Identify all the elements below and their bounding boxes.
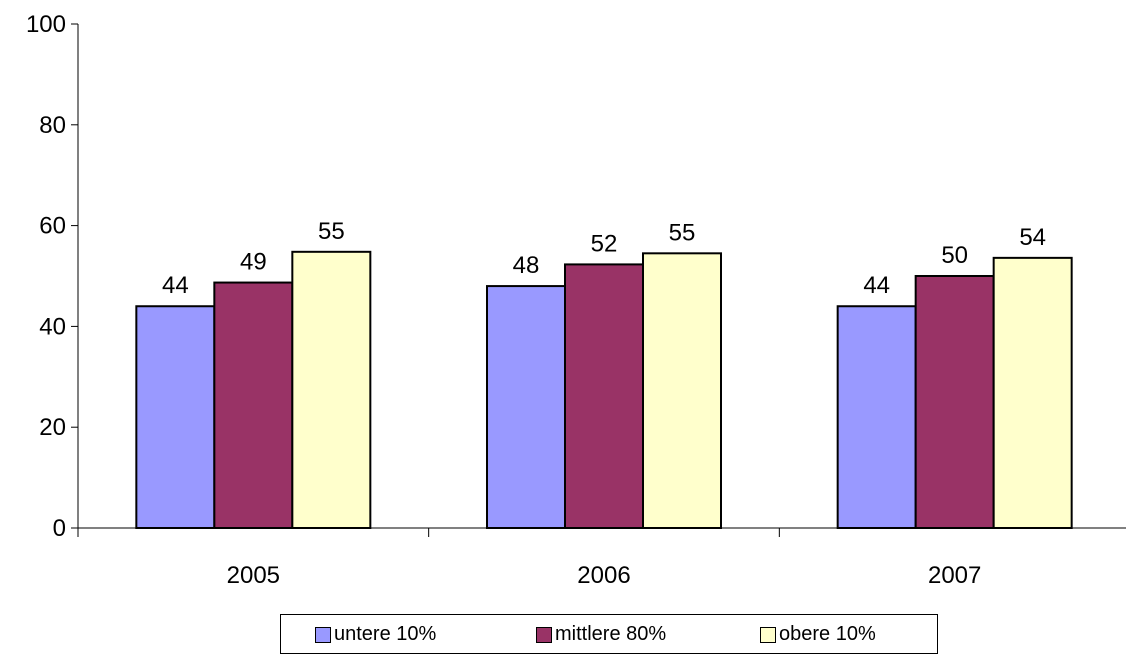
data-label: 49 <box>240 249 267 276</box>
bar <box>291 250 372 529</box>
bar <box>486 285 566 529</box>
bar <box>135 305 216 529</box>
y-tick-label: 100 <box>26 11 66 38</box>
legend-item-untere: untere 10% <box>315 623 436 646</box>
legend-item-obere: obere 10% <box>760 623 876 646</box>
legend-label-mittlere: mittlere 80% <box>555 623 667 645</box>
legend-swatch-mittlere <box>536 626 552 643</box>
bar <box>213 281 294 529</box>
legend-item-mittlere: mittlere 80% <box>536 623 666 646</box>
data-label: 55 <box>669 219 696 246</box>
data-label: 48 <box>513 252 540 279</box>
bar-chart: 0 20 40 60 80 100 2005 2006 2007 44 49 55 48 52 55 44 5… <box>26 11 1126 589</box>
data-label: 44 <box>162 272 189 299</box>
bar <box>642 252 722 529</box>
y-tick-label: 80 <box>39 112 66 139</box>
bar <box>914 275 995 529</box>
bars <box>135 250 1073 529</box>
x-tick-label: 2007 <box>928 562 981 589</box>
data-label: 54 <box>1019 224 1046 251</box>
legend-swatch-untere <box>315 626 331 643</box>
data-label: 44 <box>863 272 890 299</box>
x-tick-label: 2006 <box>577 562 630 589</box>
data-label: 55 <box>318 218 345 245</box>
y-tick-label: 60 <box>39 213 66 240</box>
y-tick-label: 0 <box>53 515 66 542</box>
legend-label-obere: obere 10% <box>779 623 876 645</box>
data-label: 52 <box>591 230 618 257</box>
bar <box>836 305 917 529</box>
legend-swatch-obere <box>760 626 776 643</box>
data-label: 50 <box>941 242 968 269</box>
x-tick-label: 2005 <box>227 562 280 589</box>
y-tick-label: 40 <box>39 313 66 340</box>
bar <box>992 256 1073 529</box>
axes: 0 20 40 60 80 100 2005 2006 2007 <box>26 11 1126 589</box>
data-labels: 44 49 55 48 52 55 44 50 54 <box>162 218 1046 299</box>
bar <box>564 263 644 529</box>
legend: untere 10% mittlere 80% obere 10% <box>280 614 938 654</box>
y-tick-label: 20 <box>39 414 66 441</box>
legend-label-untere: untere 10% <box>334 623 437 645</box>
